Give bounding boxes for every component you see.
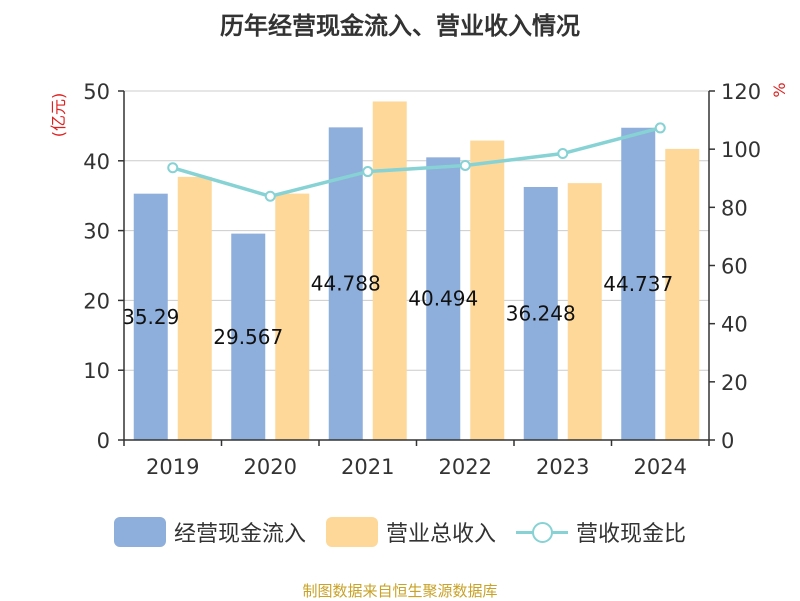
chart-legend: 经营现金流入 营业总收入 营收现金比	[0, 516, 800, 548]
bar-revenue	[372, 101, 407, 440]
x-tick-label: 2024	[634, 455, 687, 479]
ratio-point	[459, 159, 471, 171]
legend-swatch-revenue	[325, 517, 378, 547]
y-right-tick-label: 0	[721, 429, 734, 453]
data-source-note: 制图数据来自恒生聚源数据库	[302, 582, 498, 600]
y-right-tick-label: 100	[721, 138, 761, 162]
x-tick-label: 2019	[146, 455, 199, 479]
ratio-point	[557, 148, 569, 160]
bar-cash-inflow	[426, 157, 461, 441]
y-right-tick-label: 20	[721, 371, 748, 395]
legend-swatch-ratio	[516, 517, 568, 547]
y-left-tick-label: 0	[97, 429, 110, 453]
y-left-tick-label: 50	[83, 80, 110, 104]
bar-revenue	[470, 140, 505, 441]
ratio-point	[362, 166, 374, 178]
data-label: 35.29	[122, 305, 179, 329]
chart-title: 历年经营现金流入、营业收入情况	[220, 12, 580, 40]
data-label: 36.248	[506, 301, 576, 325]
y-left-tick-label: 30	[83, 220, 110, 244]
data-label: 40.494	[408, 287, 478, 311]
legend-label-ratio: 营收现金比	[576, 522, 687, 547]
y-left-tick-label: 40	[83, 150, 110, 174]
ratio-point	[167, 162, 179, 174]
legend-label-cash-inflow: 经营现金流入	[173, 522, 306, 547]
x-tick-label: 2020	[244, 455, 297, 479]
bar-revenue	[665, 148, 700, 440]
ratio-point	[264, 190, 276, 202]
bar-cash-inflow	[621, 127, 656, 440]
x-tick-label: 2022	[439, 455, 492, 479]
data-label: 44.737	[603, 272, 673, 296]
bar-revenue	[567, 183, 602, 441]
y-right-axis-label: %	[770, 82, 789, 97]
bar-cash-inflow	[523, 186, 558, 440]
y-left-tick-label: 20	[83, 289, 110, 313]
y-left-axis-label: (亿元)	[49, 93, 68, 138]
y-right-tick-label: 80	[721, 196, 748, 220]
data-label: 44.788	[311, 272, 381, 296]
bar-cash-inflow	[133, 193, 168, 440]
legend-swatch-cash-inflow	[113, 517, 166, 547]
legend-item-revenue[interactable]: 营业总收入	[325, 516, 496, 548]
bar-revenue	[275, 193, 310, 440]
legend-item-cash-inflow[interactable]: 经营现金流入	[113, 516, 306, 548]
data-label: 29.567	[213, 325, 283, 349]
bar-cash-inflow	[231, 233, 266, 440]
x-tick-label: 2023	[536, 455, 589, 479]
y-right-tick-label: 120	[721, 80, 761, 104]
ratio-point	[654, 122, 666, 134]
ratio-line	[172, 126, 661, 199]
y-left-tick-label: 10	[83, 359, 110, 383]
bar-revenue	[177, 176, 212, 440]
legend-item-ratio[interactable]: 营收现金比	[516, 516, 686, 548]
y-right-tick-label: 40	[721, 313, 748, 337]
x-tick-label: 2021	[341, 455, 394, 479]
y-right-tick-label: 60	[721, 255, 748, 279]
legend-label-revenue: 营业总收入	[385, 522, 496, 547]
